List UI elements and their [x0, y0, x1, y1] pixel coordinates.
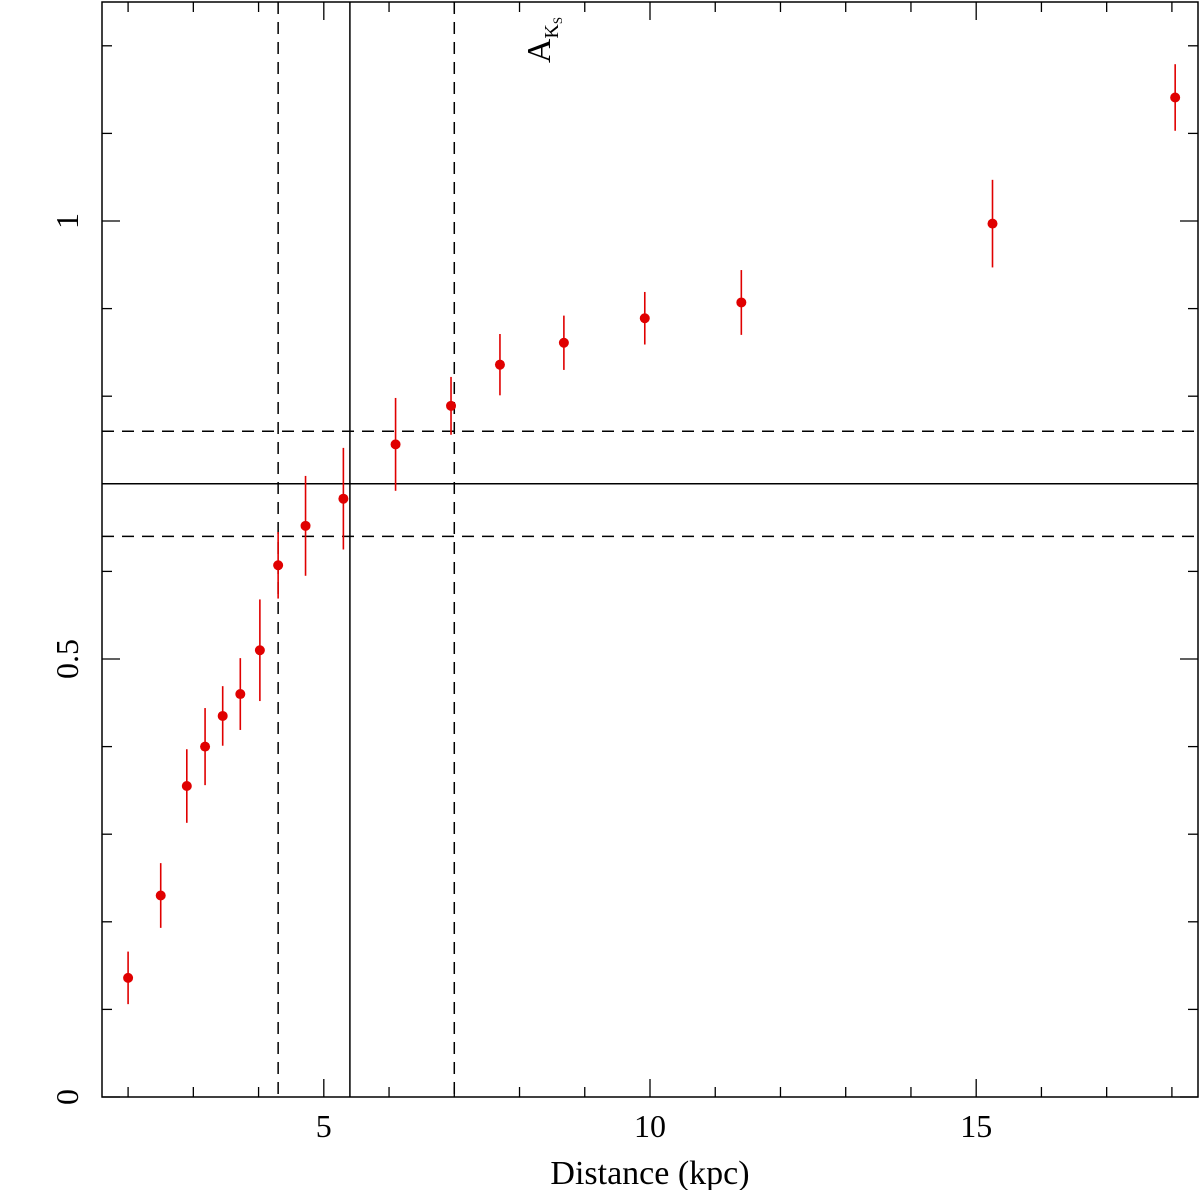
y-tick-label: 0.5 — [49, 639, 85, 679]
data-point — [217, 710, 228, 721]
data-point — [254, 645, 265, 656]
tick-labels: 5 10 15 0 0.5 1 — [49, 213, 992, 1144]
data-point — [235, 689, 246, 700]
data-points — [123, 64, 1181, 1005]
data-point — [338, 493, 349, 504]
y-axis-title-subsub: S — [550, 17, 565, 24]
data-point — [639, 313, 650, 324]
y-axis-title: AKS — [521, 17, 565, 63]
data-point — [736, 297, 747, 308]
data-point — [390, 439, 401, 450]
axis-ticks — [102, 2, 1198, 1098]
x-tick-label: 5 — [316, 1108, 332, 1144]
data-point — [181, 781, 192, 792]
data-point — [987, 218, 998, 229]
plot-frame — [101, 1, 1199, 1098]
data-point — [273, 560, 284, 571]
data-point — [155, 890, 166, 901]
y-axis-title-sub: K — [541, 24, 563, 39]
x-axis-title: Distance (kpc) — [550, 1155, 749, 1190]
y-axis-title-main: A — [521, 38, 558, 63]
x-tick-label: 15 — [960, 1108, 992, 1144]
data-point — [1170, 92, 1181, 103]
reference-lines — [102, 2, 1198, 1097]
y-tick-label: 0 — [49, 1089, 85, 1105]
data-point — [200, 741, 211, 752]
data-point — [558, 337, 569, 348]
data-point — [123, 972, 134, 983]
x-tick-label: 10 — [634, 1108, 666, 1144]
data-point — [494, 359, 505, 370]
data-point — [446, 400, 457, 411]
data-point — [300, 520, 311, 531]
y-tick-label: 1 — [49, 213, 85, 229]
